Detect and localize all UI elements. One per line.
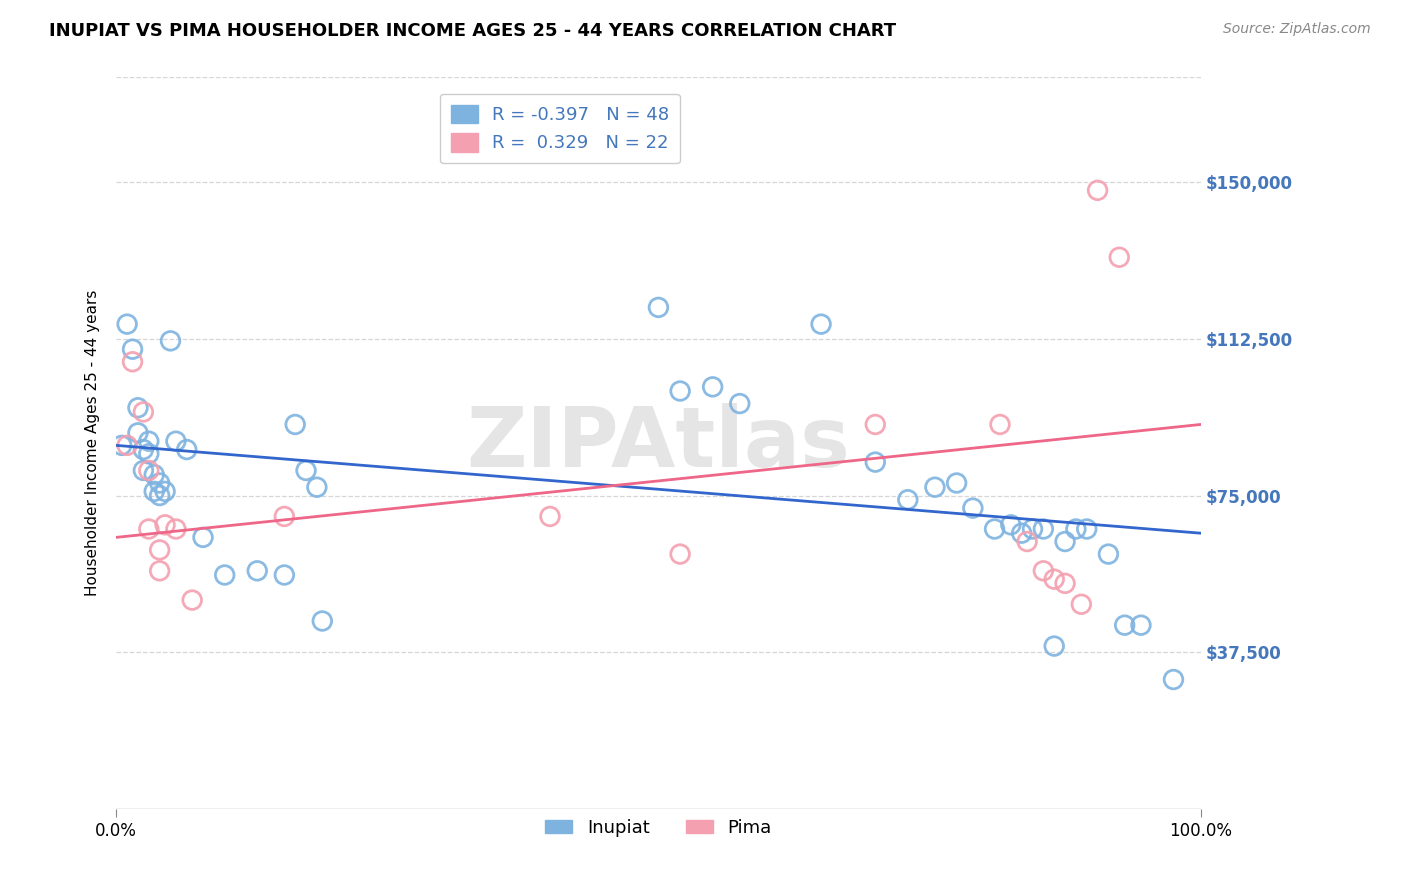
Point [1011, 526, 1033, 541]
Point [1064, 522, 1087, 536]
Point [538, 509, 561, 524]
Point [962, 501, 984, 516]
Point [865, 455, 887, 469]
Point [1017, 534, 1039, 549]
Point [669, 547, 692, 561]
Point [132, 405, 155, 419]
Point [1114, 618, 1136, 632]
Point [153, 484, 176, 499]
Point [159, 334, 181, 348]
Point [138, 434, 160, 449]
Point [1043, 572, 1066, 586]
Point [246, 564, 269, 578]
Point [1054, 534, 1077, 549]
Point [165, 434, 187, 449]
Point [273, 568, 295, 582]
Point [115, 438, 138, 452]
Point [647, 301, 669, 315]
Point [1129, 618, 1152, 632]
Point [1087, 183, 1109, 197]
Point [153, 517, 176, 532]
Point [728, 396, 751, 410]
Point [945, 475, 967, 490]
Point [132, 463, 155, 477]
Point [181, 593, 204, 607]
Text: Source: ZipAtlas.com: Source: ZipAtlas.com [1223, 22, 1371, 37]
Point [295, 463, 318, 477]
Point [132, 442, 155, 457]
Point [865, 417, 887, 432]
Point [138, 522, 160, 536]
Point [111, 438, 134, 452]
Point [143, 467, 166, 482]
Point [165, 522, 187, 536]
Point [284, 417, 307, 432]
Point [149, 542, 172, 557]
Point [127, 425, 149, 440]
Point [988, 417, 1011, 432]
Point [1032, 522, 1054, 536]
Point [149, 489, 172, 503]
Point [1070, 597, 1092, 611]
Point [1000, 517, 1022, 532]
Point [138, 447, 160, 461]
Point [1076, 522, 1098, 536]
Point [127, 401, 149, 415]
Point [897, 492, 920, 507]
Point [214, 568, 236, 582]
Point [176, 442, 198, 457]
Point [1054, 576, 1077, 591]
Point [311, 614, 333, 628]
Point [702, 380, 724, 394]
Point [121, 355, 143, 369]
Point [149, 475, 172, 490]
Text: ZIPAtlas: ZIPAtlas [467, 403, 851, 483]
Point [810, 317, 832, 331]
Point [305, 480, 328, 494]
Point [1163, 673, 1185, 687]
Point [191, 530, 214, 544]
Point [1097, 547, 1119, 561]
Point [121, 342, 143, 356]
Text: INUPIAT VS PIMA HOUSEHOLDER INCOME AGES 25 - 44 YEARS CORRELATION CHART: INUPIAT VS PIMA HOUSEHOLDER INCOME AGES … [49, 22, 897, 40]
Point [669, 384, 692, 398]
Point [115, 317, 138, 331]
Point [1021, 522, 1043, 536]
Y-axis label: Householder Income Ages 25 - 44 years: Householder Income Ages 25 - 44 years [86, 290, 100, 597]
Point [1043, 639, 1066, 653]
Point [924, 480, 946, 494]
Point [149, 564, 172, 578]
Point [143, 484, 166, 499]
Point [1032, 564, 1054, 578]
Point [983, 522, 1005, 536]
Legend: Inupiat, Pima: Inupiat, Pima [538, 812, 779, 844]
Point [273, 509, 295, 524]
Point [1108, 250, 1130, 264]
Point [138, 463, 160, 477]
